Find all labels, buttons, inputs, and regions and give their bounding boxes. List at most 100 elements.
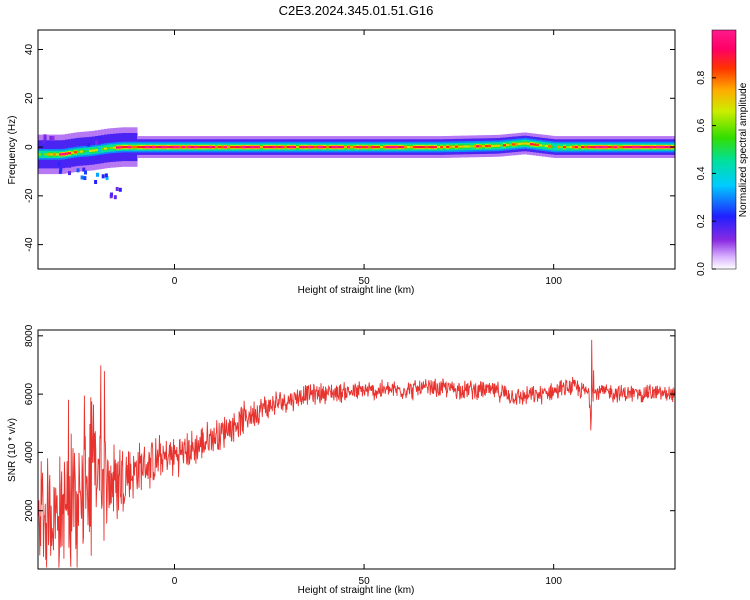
- heatmap-cell: [212, 146, 216, 149]
- heatmap-cell: [452, 145, 456, 148]
- colorbar-tick-label: 0.8: [696, 70, 707, 84]
- snr-series-line: [38, 339, 675, 568]
- heatmap-cell: [209, 146, 213, 149]
- heatmap-cell: [539, 144, 543, 147]
- heatmap-cell: [449, 145, 453, 148]
- heatmap-cell: [131, 146, 135, 149]
- heatmap-cell: [104, 173, 108, 178]
- heatmap-cell: [227, 146, 231, 149]
- heatmap-cell: [512, 143, 516, 146]
- heatmap-cell: [317, 146, 321, 149]
- heatmap-cell: [230, 146, 234, 149]
- heatmap-cell: [89, 149, 93, 152]
- heatmap-cell: [116, 146, 120, 149]
- heatmap-cell: [87, 142, 91, 147]
- heatmap-cell: [43, 134, 47, 139]
- heatmap-cell: [137, 146, 141, 149]
- heatmap-cell: [95, 149, 99, 152]
- heatmap-cell: [635, 146, 639, 149]
- heatmap-cell: [105, 176, 109, 181]
- heatmap-cell: [341, 146, 345, 149]
- heatmap-cell: [125, 146, 129, 149]
- heatmap-cell: [641, 146, 645, 149]
- heatmap-cell: [464, 145, 468, 148]
- heatmap-cell: [629, 146, 633, 149]
- heatmap-cell: [608, 146, 612, 149]
- heatmap-cell: [371, 146, 375, 149]
- heatmap-cell: [110, 146, 114, 150]
- heatmap-cell: [83, 176, 87, 181]
- spectrogram-panel: 0 50 100 40 20 0 -20 -40 Frequency (Hz) Height …: [7, 29, 749, 296]
- spectrogram-ytick-label: 0: [24, 144, 35, 150]
- heatmap-cell: [149, 146, 153, 149]
- heatmap-cell: [356, 146, 360, 149]
- snr-frame: [37, 329, 676, 570]
- heatmap-cell: [443, 145, 447, 149]
- heatmap-cell: [128, 146, 132, 149]
- snr-xlabel: Height of straight line (km): [298, 585, 415, 596]
- heatmap-cell: [110, 192, 113, 197]
- snr-xtick-label: 50: [359, 576, 371, 587]
- heatmap-cell: [68, 171, 71, 176]
- heatmap-cell: [206, 146, 210, 149]
- colorbar-tick-label: 0.2: [696, 214, 707, 228]
- heatmap-cell: [497, 144, 501, 147]
- heatmap-cell: [551, 145, 555, 148]
- spectrogram-ytick-label: 20: [24, 92, 35, 104]
- heatmap-cell: [96, 172, 99, 177]
- heatmap-cell: [554, 146, 558, 149]
- heatmap-cell: [158, 146, 162, 149]
- heatmap-cell: [506, 143, 510, 147]
- heatmap-cell: [575, 146, 579, 149]
- heatmap-cell: [518, 142, 522, 145]
- heatmap-cell: [182, 146, 186, 149]
- heatmap-cell: [53, 153, 57, 156]
- heatmap-cell: [479, 145, 483, 148]
- heatmap-cell: [134, 146, 138, 149]
- heatmap-cell: [425, 146, 429, 149]
- heatmap-cell: [83, 150, 87, 153]
- heatmap-cell: [257, 146, 261, 149]
- heatmap-cell: [413, 146, 417, 149]
- heatmap-cell: [260, 146, 264, 149]
- heatmap-cell: [461, 145, 465, 148]
- heatmap-cell: [104, 147, 108, 150]
- heatmap-cell: [115, 187, 119, 191]
- heatmap-cell: [407, 146, 411, 149]
- heatmap-cell: [76, 168, 80, 173]
- heatmap-cell: [97, 140, 101, 145]
- heatmap-cell: [155, 146, 159, 149]
- heatmap-cell: [347, 146, 351, 149]
- heatmap-cell: [281, 146, 285, 149]
- heatmap-cell: [215, 146, 219, 149]
- heatmap-cell: [557, 146, 561, 149]
- heatmap-cell: [263, 146, 267, 149]
- heatmap-cell: [665, 146, 669, 149]
- heatmap-cell: [611, 146, 615, 149]
- heatmap-cell: [161, 146, 165, 149]
- heatmap-cell: [119, 146, 123, 149]
- heatmap-cell: [278, 146, 282, 149]
- snr-ytick-label: 4000: [24, 441, 35, 464]
- heatmap-cell: [266, 146, 270, 149]
- heatmap-cell: [482, 145, 486, 148]
- heatmap-cell: [365, 146, 369, 149]
- heatmap-cell: [146, 146, 150, 149]
- heatmap-cell: [536, 143, 540, 146]
- heatmap-cell: [113, 195, 117, 200]
- heatmap-cell: [308, 146, 312, 149]
- heatmap-cell: [638, 146, 642, 149]
- heatmap-cell: [188, 146, 192, 149]
- colorbar-tick-label: 0.0: [696, 262, 707, 276]
- heatmap-cell: [455, 145, 459, 148]
- heatmap-cell: [533, 143, 537, 146]
- heatmap-cell: [323, 146, 327, 149]
- heatmap-cell: [620, 146, 624, 149]
- heatmap-cell: [494, 144, 498, 147]
- heatmap-cell: [458, 145, 462, 148]
- heatmap-cell: [71, 151, 75, 154]
- colorbar-tick-label: 0.4: [696, 166, 707, 180]
- heatmap-cell: [101, 148, 105, 151]
- heatmap-cell: [248, 146, 252, 149]
- colorbar: [711, 29, 737, 270]
